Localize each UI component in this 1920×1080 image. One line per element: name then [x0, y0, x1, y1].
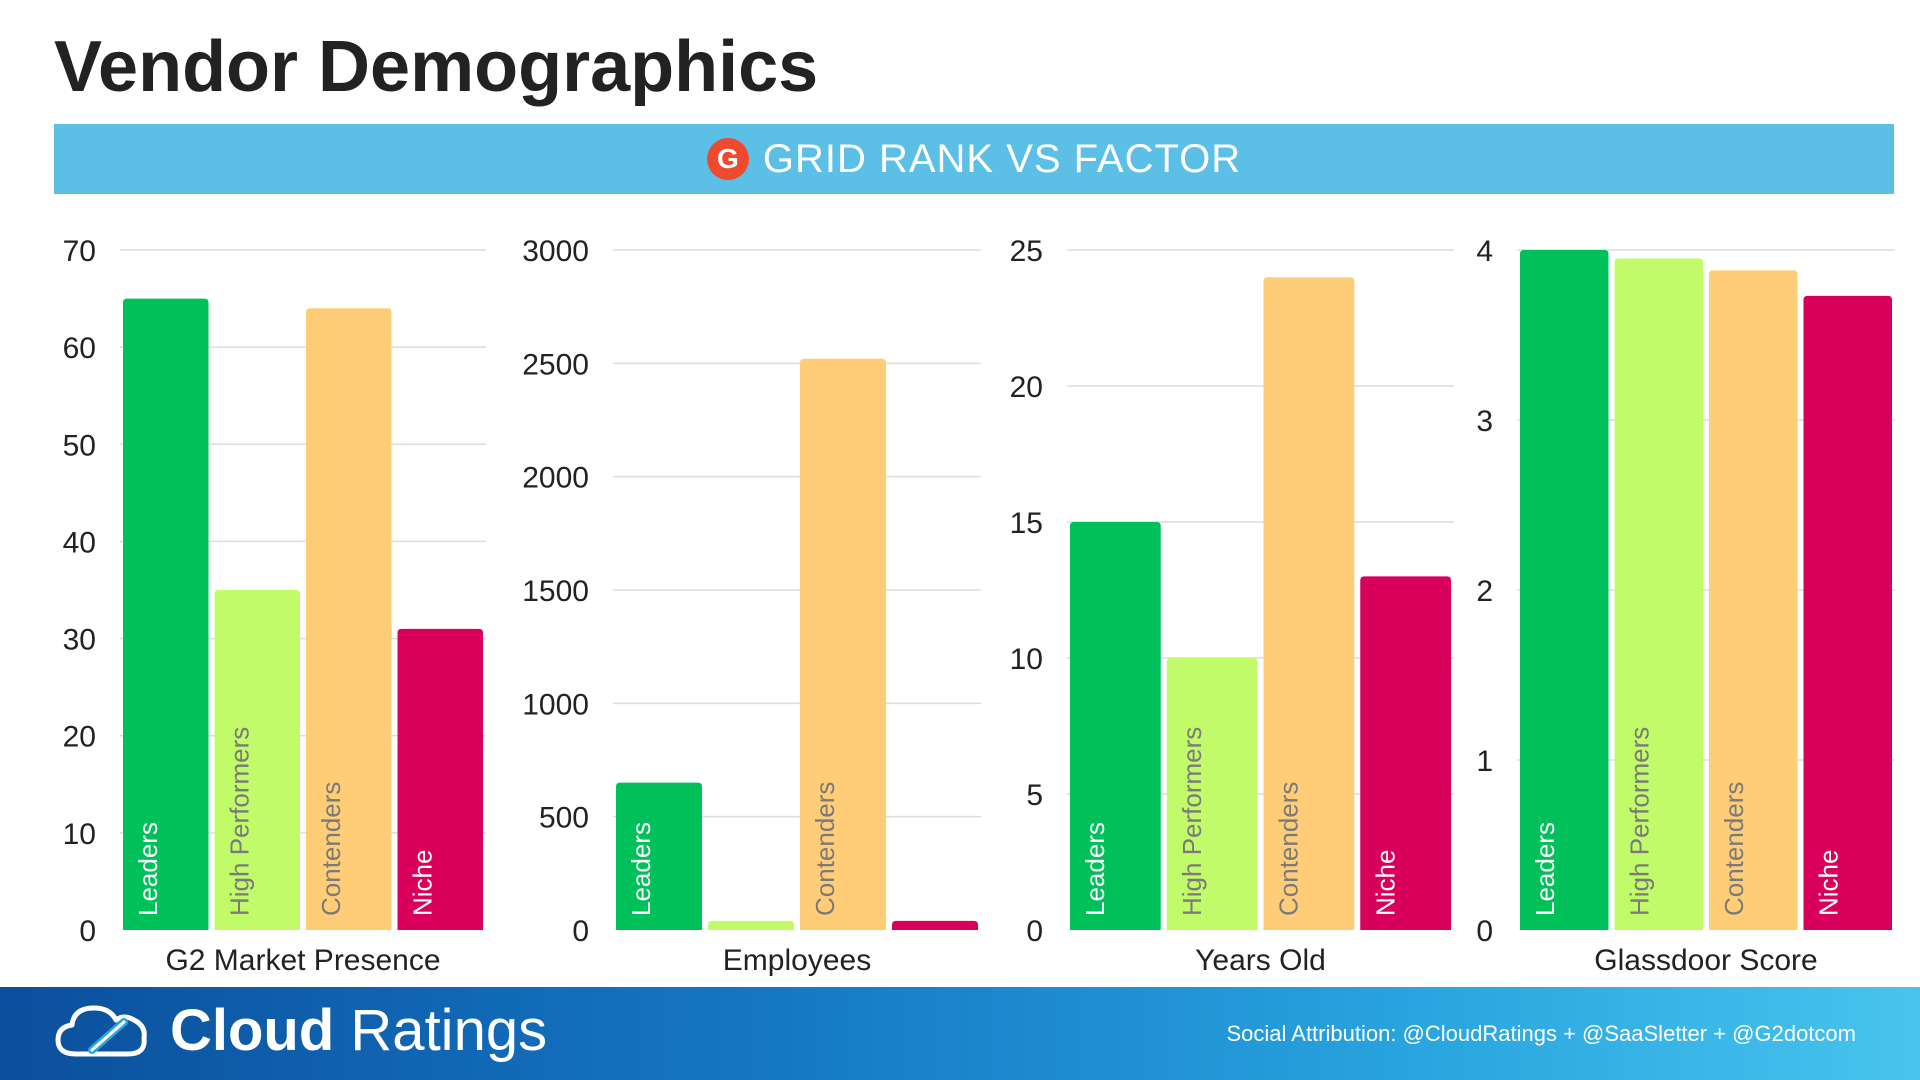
y-tick-label: 3 [1476, 405, 1493, 438]
y-tick-label: 3000 [522, 235, 589, 268]
bar-label-leaders: Leaders [1530, 822, 1560, 916]
cloud-gauge-icon [55, 1005, 147, 1056]
brand-name: Cloud Ratings [170, 997, 547, 1064]
bar-contenders [800, 358, 886, 930]
y-tick-label: 2 [1476, 575, 1493, 608]
bar-niche [1360, 576, 1451, 930]
bar-label-contenders: Contenders [1719, 782, 1749, 916]
y-tick-label: 0 [79, 915, 96, 948]
chart-glassdoor-score: 0 1 2 3 4 Leaders High Performers Contenders Nic… [1476, 235, 1895, 977]
y-tick-label: 50 [63, 429, 96, 462]
y-tick-label: 10 [63, 818, 96, 851]
chart-employees: 0 500 1000 1500 2000 2500 3000 Leaders Contender… [522, 235, 981, 977]
y-tick-label: 60 [63, 332, 96, 365]
brand-logo: Cloud Ratings [54, 997, 547, 1064]
bar-label-contenders: Contenders [810, 782, 840, 916]
y-tick-label: 1500 [522, 575, 589, 608]
y-tick-label: 500 [539, 802, 589, 835]
y-tick-label: 5 [1026, 779, 1043, 812]
bar-leaders [616, 782, 702, 930]
bar-niche [892, 920, 978, 930]
chart-g2-market-presence: 0 10 20 30 40 50 60 70 Leaders High Performers Con… [63, 235, 486, 977]
bar-label-leaders: Leaders [626, 822, 656, 916]
x-axis-label: Employees [723, 944, 871, 977]
y-tick-label: 40 [63, 526, 96, 559]
bar-niche [1803, 295, 1892, 930]
bar-niche [397, 628, 483, 930]
y-tick-label: 25 [1010, 235, 1043, 268]
bar-leaders [1520, 250, 1609, 930]
chart-years-old: 0 5 10 15 20 25 Leaders High Performers Contende… [1010, 235, 1454, 977]
x-axis-label: G2 Market Presence [165, 944, 440, 977]
y-tick-label: 0 [1026, 915, 1043, 948]
bar-label-niche: Niche [1370, 850, 1400, 916]
y-tick-label: 2500 [522, 348, 589, 381]
brand-light: Ratings [350, 998, 548, 1063]
banner-title: GRID RANK VS FACTOR [762, 136, 1242, 181]
bar-label-contenders: Contenders [316, 782, 346, 916]
y-tick-label: 1000 [522, 688, 589, 721]
bar-label-niche: Niche [1814, 850, 1844, 916]
bar-contenders [1263, 277, 1355, 930]
y-tick-label: 2000 [522, 462, 589, 495]
y-tick-label: 4 [1476, 235, 1493, 268]
bar-label-niche: Niche [408, 850, 438, 916]
bar-contenders [1709, 270, 1798, 930]
bar-label-high-performers: High Performers [1625, 727, 1655, 916]
social-attribution: Social Attribution: @CloudRatings + @Saa… [1226, 1021, 1856, 1046]
y-tick-label: 1 [1476, 745, 1493, 778]
bar-leaders [123, 298, 209, 931]
y-tick-label: 0 [572, 915, 589, 948]
x-axis-label: Glassdoor Score [1594, 944, 1817, 977]
bar-label-high-performers: High Performers [225, 727, 255, 916]
y-tick-label: 70 [63, 235, 96, 268]
y-tick-label: 20 [1010, 371, 1043, 404]
brand-bold: Cloud [170, 998, 335, 1063]
bar-leaders [1070, 522, 1161, 930]
y-tick-label: 30 [63, 624, 96, 657]
bar-label-contenders: Contenders [1274, 782, 1304, 916]
bar-high-performers [708, 920, 794, 930]
x-axis-label: Years Old [1195, 944, 1326, 977]
bar-label-leaders: Leaders [133, 822, 163, 916]
g2-logo-icon: G [706, 138, 749, 180]
bar-contenders [306, 308, 392, 930]
y-tick-label: 20 [63, 721, 96, 754]
chart-banner: G GRID RANK VS FACTOR [54, 124, 1894, 194]
bar-high-performers [214, 590, 300, 930]
y-tick-label: 15 [1010, 507, 1043, 540]
footer: Cloud Ratings Social Attribution: @Cloud… [0, 987, 1920, 1080]
y-tick-label: 0 [1476, 915, 1493, 948]
bar-label-leaders: Leaders [1080, 822, 1110, 916]
bar-high-performers [1166, 658, 1258, 930]
bar-high-performers [1614, 258, 1703, 930]
bar-label-high-performers: High Performers [1177, 727, 1207, 916]
y-tick-label: 10 [1010, 643, 1043, 676]
page-title: Vendor Demographics [54, 27, 819, 107]
